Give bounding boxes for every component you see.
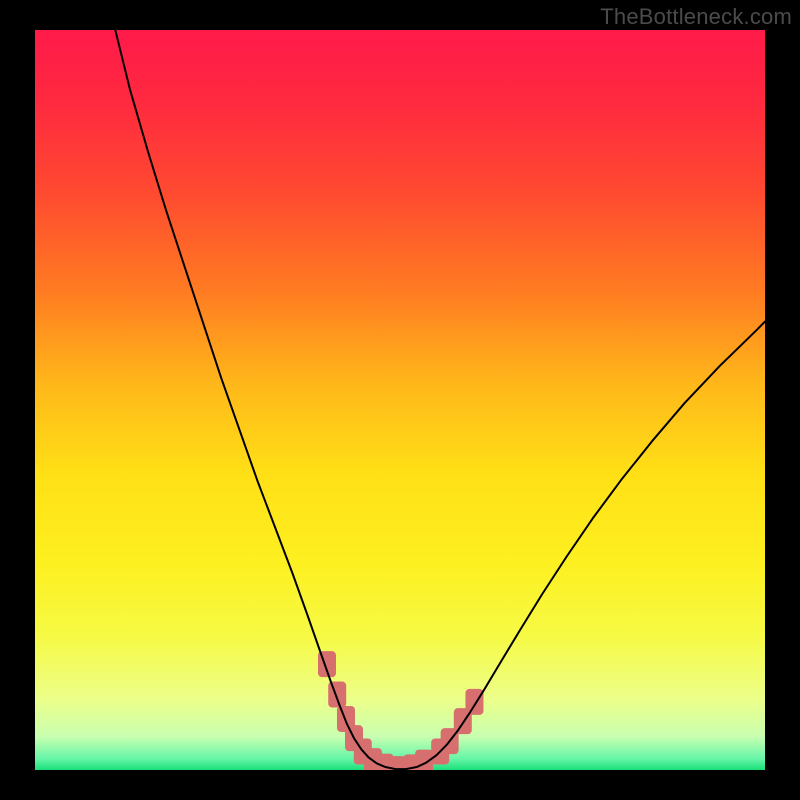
curve-marker xyxy=(328,682,346,708)
watermark-text: TheBottleneck.com xyxy=(600,4,792,30)
curve-marker xyxy=(465,689,483,715)
figure-root: TheBottleneck.com xyxy=(0,0,800,800)
bottleneck-chart xyxy=(0,0,800,800)
